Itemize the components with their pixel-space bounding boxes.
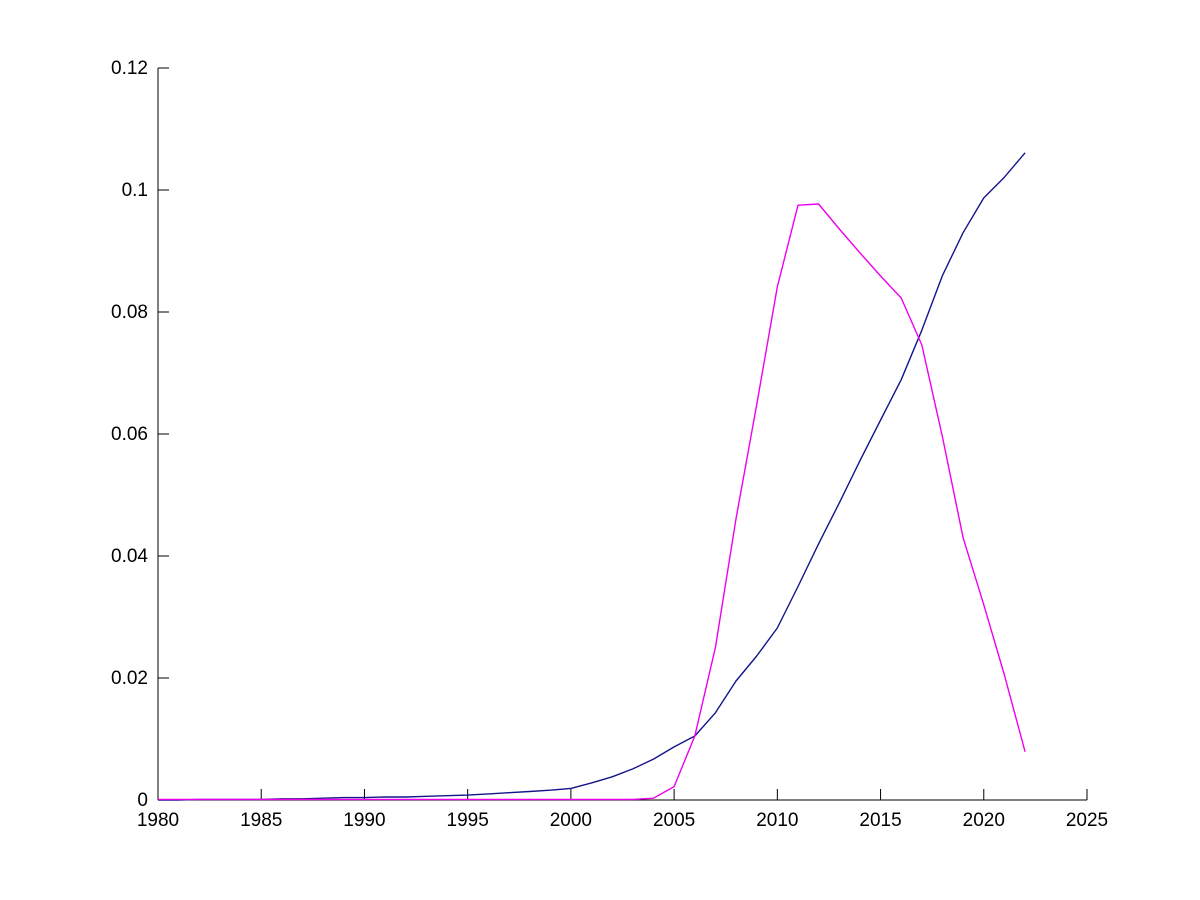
x-tick-label: 2005 [653,810,695,831]
y-tick-label: 0.02 [111,668,148,689]
x-tick-label: 2025 [1066,810,1108,831]
x-tick-label: 1995 [447,810,489,831]
x-tick-label: 2010 [756,810,798,831]
y-tick-label: 0.06 [111,424,148,445]
y-tick-label: 0.12 [111,58,148,79]
y-tick-label: 0 [137,790,148,811]
x-tick-label: 1990 [343,810,385,831]
x-tick-label: 2000 [550,810,592,831]
x-tick-label: 1985 [240,810,282,831]
x-tick-label: 1980 [137,810,179,831]
y-tick-label: 0.08 [111,302,148,323]
blue-line [158,152,1026,801]
x-tick-label: 2020 [963,810,1005,831]
magenta-line [158,203,1026,801]
x-tick-label: 2015 [859,810,901,831]
y-tick-label: 0.04 [111,546,148,567]
y-tick-label: 0.1 [122,180,148,201]
